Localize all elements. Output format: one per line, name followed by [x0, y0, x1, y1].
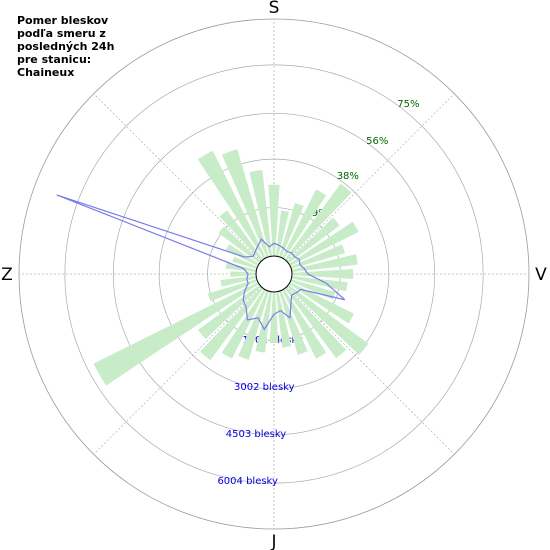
bar — [230, 271, 257, 277]
bar — [288, 282, 355, 324]
bar — [197, 150, 266, 260]
title-line: posledných 24h — [17, 40, 115, 53]
bar — [207, 279, 258, 302]
chart-title: Pomer bleskov podľa smeru z posledných 24h… — [17, 14, 114, 79]
title-line: Chaineux — [17, 66, 75, 79]
title-line: Pomer bleskov — [17, 14, 109, 27]
bar — [287, 217, 340, 264]
line — [56, 194, 346, 331]
r-tick-label: 75% — [397, 99, 419, 110]
radial-grid — [286, 286, 455, 455]
bar — [282, 288, 327, 359]
bar — [291, 276, 348, 292]
bar — [276, 291, 292, 348]
radial-grid — [286, 93, 455, 262]
bar — [291, 254, 358, 272]
bar — [197, 284, 261, 340]
bar — [291, 269, 354, 279]
bar — [220, 276, 257, 287]
grid-ring — [158, 158, 390, 390]
radial-grid — [93, 286, 262, 455]
compass-label: J — [270, 532, 276, 550]
bar — [255, 291, 272, 353]
title-line: pre stanicu: — [17, 53, 92, 66]
title-line: podľa smeru z — [17, 27, 106, 40]
bar — [290, 244, 346, 269]
bar — [282, 189, 327, 260]
compass-label: Z — [1, 265, 13, 285]
bar — [284, 183, 352, 261]
bar — [269, 291, 279, 343]
bar — [219, 210, 264, 261]
center-hole — [255, 255, 293, 293]
bar — [200, 287, 264, 361]
bar — [232, 256, 258, 269]
r-tick-label: 38% — [337, 171, 359, 182]
bar — [218, 226, 261, 264]
radial-grid — [93, 93, 262, 262]
compass-label: V — [535, 265, 547, 285]
r2-tick-label: 4503 blesky — [226, 429, 287, 440]
bar — [268, 184, 280, 257]
bar — [225, 244, 260, 266]
r-tick-label: 19% — [306, 208, 328, 219]
bar — [279, 290, 308, 355]
bar — [279, 202, 304, 258]
bar — [93, 282, 260, 386]
r-tick-label: 56% — [366, 136, 388, 147]
grid-ring — [64, 64, 484, 484]
bar — [249, 170, 272, 257]
bar — [288, 221, 359, 266]
bar — [287, 284, 369, 355]
grid-ring — [112, 112, 436, 436]
bar — [238, 290, 269, 360]
bar — [221, 288, 266, 359]
bar — [284, 287, 347, 359]
bar — [221, 149, 269, 258]
r2-tick-label: 3002 blesky — [234, 382, 295, 393]
compass-label: S — [269, 0, 280, 18]
r2-tick-label: 6004 blesky — [217, 476, 278, 487]
